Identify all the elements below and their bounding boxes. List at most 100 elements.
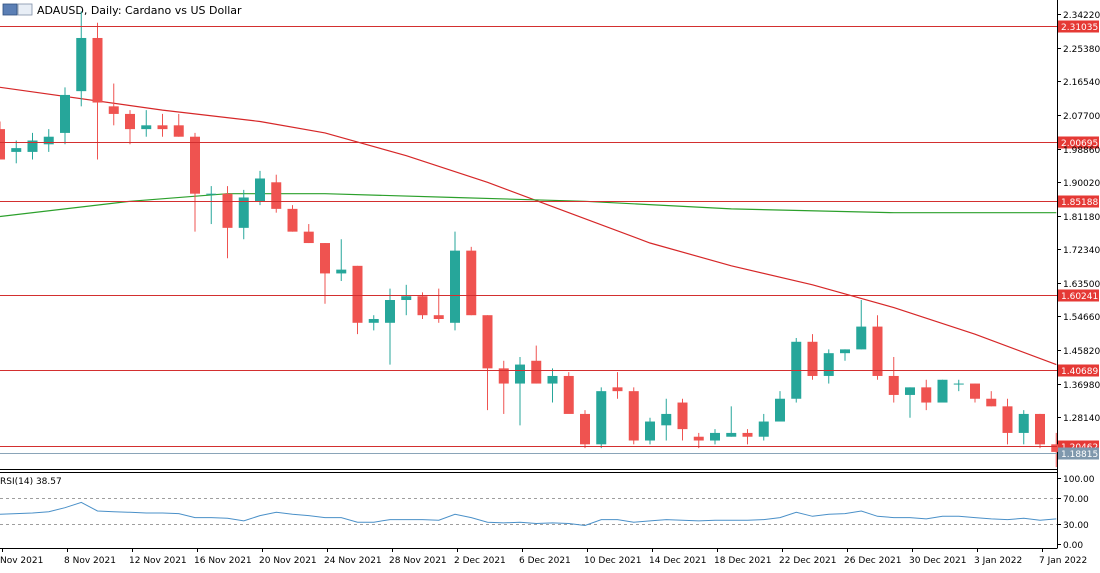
level-label: 1.60241 <box>1061 292 1098 302</box>
price-tick-label: 1.63500 <box>1063 280 1100 290</box>
candle[interactable] <box>11 140 22 164</box>
candle-body <box>466 250 477 316</box>
candle[interactable] <box>726 406 737 437</box>
candle[interactable] <box>206 186 217 225</box>
candle[interactable] <box>580 410 590 449</box>
candle[interactable] <box>336 239 347 282</box>
candle[interactable] <box>238 189 249 240</box>
date-tick-label: 10 Dec 2021 <box>584 556 642 566</box>
candle[interactable] <box>1002 398 1013 445</box>
candle[interactable] <box>661 398 672 441</box>
candle[interactable] <box>872 315 883 380</box>
candle[interactable] <box>547 368 558 403</box>
candle-body <box>352 265 363 323</box>
candle[interactable] <box>888 356 899 403</box>
candle[interactable] <box>1051 432 1062 468</box>
level-label: 1.85188 <box>1061 198 1098 208</box>
level[interactable]: 1.85188 <box>0 195 1099 209</box>
candle-body <box>580 413 590 445</box>
candle-body <box>612 387 623 392</box>
candle[interactable] <box>498 360 509 414</box>
candle[interactable] <box>596 387 607 449</box>
candle[interactable] <box>515 356 525 426</box>
candle[interactable] <box>937 379 948 403</box>
candle[interactable] <box>742 429 753 445</box>
candle[interactable] <box>677 398 688 441</box>
candle[interactable] <box>840 349 850 361</box>
candle-body <box>742 432 753 437</box>
date-tick-label: 2 Dec 2021 <box>454 556 506 566</box>
candle[interactable] <box>1035 413 1045 449</box>
candle[interactable] <box>108 83 119 126</box>
level[interactable]: 2.31035 <box>0 20 1099 34</box>
flag-icon <box>17 3 33 16</box>
candle-body <box>11 148 22 152</box>
candle[interactable] <box>710 429 720 445</box>
candle[interactable] <box>563 372 574 414</box>
candle[interactable] <box>0 121 5 160</box>
date-tick: 8 Nov 2021 <box>64 548 116 566</box>
candle[interactable] <box>157 113 168 137</box>
candle[interactable] <box>173 113 184 137</box>
candle[interactable] <box>531 345 542 384</box>
candle[interactable] <box>271 174 282 213</box>
candle[interactable] <box>385 288 395 365</box>
candle[interactable] <box>775 391 785 422</box>
candle[interactable] <box>401 284 412 316</box>
candle[interactable] <box>92 22 103 160</box>
price-tick-label: 2.07700 <box>1063 112 1100 122</box>
candle[interactable] <box>320 243 330 304</box>
candle[interactable] <box>433 288 444 323</box>
candle[interactable] <box>807 334 818 380</box>
candle[interactable] <box>141 110 152 137</box>
candle[interactable] <box>693 432 704 449</box>
price-tick: 1.98860 <box>1057 146 1100 156</box>
candle[interactable] <box>352 265 363 335</box>
candle[interactable] <box>417 292 428 319</box>
current-price-label-bg <box>1058 447 1099 460</box>
candle[interactable] <box>758 413 769 441</box>
candle[interactable] <box>986 391 997 407</box>
candle[interactable] <box>368 315 379 331</box>
candle[interactable] <box>856 300 867 350</box>
price-tick-label: 2.34220 <box>1063 11 1100 21</box>
candle[interactable] <box>953 379 964 392</box>
candle[interactable] <box>1018 410 1029 445</box>
candle[interactable] <box>60 87 70 145</box>
candle[interactable] <box>43 129 54 152</box>
candle[interactable] <box>645 417 655 445</box>
candle-body <box>271 182 282 209</box>
candle-body <box>173 125 184 137</box>
candle[interactable] <box>222 186 233 259</box>
date-tick: 7 Jan 2022 <box>1039 548 1087 566</box>
candle[interactable] <box>628 387 639 445</box>
level[interactable]: 2.00695 <box>0 136 1099 150</box>
level[interactable]: 1.40689 <box>0 364 1099 378</box>
price-tick: 1.45820 <box>1057 347 1100 357</box>
candle-body <box>775 398 785 422</box>
candle[interactable] <box>287 205 298 232</box>
candle[interactable] <box>125 110 135 145</box>
level[interactable]: 1.60241 <box>0 289 1099 303</box>
candle[interactable] <box>482 315 493 411</box>
candle-body <box>953 383 964 385</box>
candle-body <box>385 300 395 323</box>
candle[interactable] <box>823 349 834 384</box>
candle[interactable] <box>466 246 477 316</box>
candle[interactable] <box>970 383 980 403</box>
candle[interactable] <box>303 224 314 244</box>
rsi-tick: 100.00 <box>1057 475 1095 485</box>
candle[interactable] <box>255 170 265 206</box>
candle[interactable] <box>450 231 460 331</box>
candle-body <box>60 94 70 133</box>
candle[interactable] <box>27 132 38 160</box>
candle[interactable] <box>76 11 87 107</box>
candle[interactable] <box>190 132 200 232</box>
date-tick: 2 Dec 2021 <box>454 548 506 566</box>
price-tick-label: 1.98860 <box>1063 146 1100 156</box>
candle[interactable] <box>905 387 915 418</box>
candle[interactable] <box>612 372 623 399</box>
candle[interactable] <box>921 379 932 411</box>
